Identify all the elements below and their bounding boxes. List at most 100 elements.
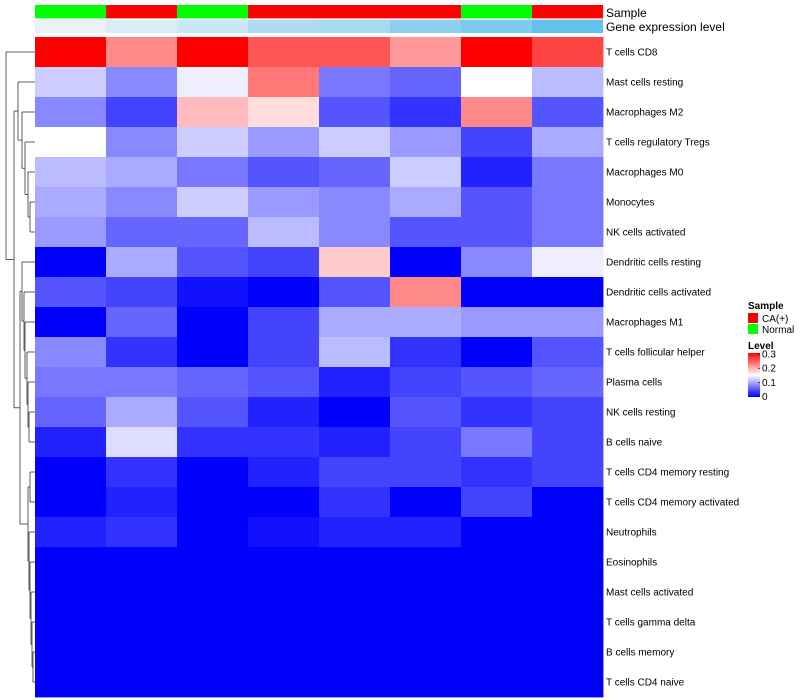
gene-expression-annotation-cell [35, 19, 106, 33]
heatmap-cell [106, 157, 178, 188]
heatmap-cell [319, 307, 391, 338]
sample-annotation-cell [248, 5, 319, 19]
heatmap-cell [390, 637, 462, 668]
heatmap-cell [248, 667, 320, 698]
heatmap-cell [177, 67, 249, 98]
heatmap-cell [177, 427, 249, 458]
heatmap-cell [35, 307, 107, 338]
heatmap-cell [390, 127, 462, 158]
heatmap-cell [35, 487, 107, 518]
heatmap-cell [177, 217, 249, 248]
heatmap-cell [106, 427, 178, 458]
heatmap-cell [461, 67, 533, 98]
heatmap-cell [177, 187, 249, 218]
row-label: T cells follicular helper [606, 348, 705, 359]
heatmap-cell [35, 457, 107, 488]
heatmap-cell [35, 67, 107, 98]
heatmap-cell [390, 187, 462, 218]
heatmap-cell [35, 667, 107, 698]
heatmap-cell [319, 427, 391, 458]
row-label: Monocytes [606, 198, 654, 209]
heatmap-cell [390, 457, 462, 488]
heatmap-cell [248, 127, 320, 158]
heatmap-cell [461, 277, 533, 308]
heatmap-cell [390, 367, 462, 398]
sample-annotation-cell [532, 5, 603, 19]
heatmap-cell [319, 397, 391, 428]
row-label: Dendritic cells resting [606, 258, 701, 269]
heatmap-cell [319, 367, 391, 398]
heatmap-cell [106, 37, 178, 68]
heatmap-cell [248, 487, 320, 518]
heatmap-cell [461, 637, 533, 668]
heatmap-cell [532, 277, 604, 308]
row-label: Plasma cells [606, 378, 662, 389]
heatmap-cell [461, 217, 533, 248]
row-label: Mast cells activated [606, 588, 693, 599]
heatmap-cell [248, 67, 320, 98]
row-label: Macrophages M2 [606, 108, 684, 119]
heatmap-cell [248, 157, 320, 188]
sample-annotation-cell [319, 5, 390, 19]
heatmap-cell [390, 307, 462, 338]
heatmap-cell [461, 397, 533, 428]
heatmap-cell [390, 217, 462, 248]
heatmap-cell [106, 667, 178, 698]
heatmap-cell [248, 457, 320, 488]
heatmap-cell [106, 637, 178, 668]
heatmap-cell [390, 337, 462, 368]
heatmap-cell [390, 487, 462, 518]
heatmap-cell [390, 247, 462, 278]
gene-expression-annotation-cell [461, 19, 532, 33]
heatmap-cell [532, 367, 604, 398]
heatmap-cell [532, 397, 604, 428]
heatmap-cell [532, 547, 604, 578]
level-tick-label: 0.1 [762, 378, 776, 389]
heatmap-cell [35, 607, 107, 638]
heatmap-cell [532, 67, 604, 98]
heatmap-cell [177, 517, 249, 548]
heatmap-cell [461, 247, 533, 278]
heatmap-cell [248, 397, 320, 428]
heatmap-cell [532, 157, 604, 188]
row-label: Macrophages M0 [606, 168, 684, 179]
heatmap-cell [35, 577, 107, 608]
gene-expression-annotation-cell [248, 19, 319, 33]
heatmap-cell [390, 97, 462, 128]
heatmap-cell [248, 637, 320, 668]
heatmap-cell [248, 247, 320, 278]
heatmap-cell [532, 217, 604, 248]
heatmap-cell [106, 337, 178, 368]
heatmap-cell [461, 37, 533, 68]
heatmap-cell [319, 277, 391, 308]
heatmap-cell [248, 337, 320, 368]
heatmap-cell [461, 607, 533, 638]
heatmap-cell [106, 547, 178, 578]
heatmap-cell [461, 517, 533, 548]
heatmap-cell [319, 337, 391, 368]
heatmap-cell [106, 127, 178, 158]
heatmap-cell [319, 157, 391, 188]
heatmap-cell [248, 307, 320, 338]
heatmap-cell [532, 187, 604, 218]
heatmap-cell [532, 127, 604, 158]
heatmap-cell [177, 127, 249, 158]
heatmap-cell [35, 277, 107, 308]
heatmap-cell [461, 307, 533, 338]
row-label: Neutrophils [606, 528, 657, 539]
heatmap-cell [532, 337, 604, 368]
heatmap-cell [319, 547, 391, 578]
heatmap-cell [177, 397, 249, 428]
heatmap-cell [390, 277, 462, 308]
heatmap-cell [532, 667, 604, 698]
sample-annotation-cell [35, 5, 106, 19]
heatmap-cell [532, 607, 604, 638]
heatmap-cell [35, 37, 107, 68]
heatmap-cell [35, 187, 107, 218]
sample-legend-label: CA(+) [762, 314, 788, 325]
heatmap-cell [177, 37, 249, 68]
heatmap-cell [106, 187, 178, 218]
heatmap-cell [532, 487, 604, 518]
heatmap-cell [532, 247, 604, 278]
heatmap-cell [35, 247, 107, 278]
